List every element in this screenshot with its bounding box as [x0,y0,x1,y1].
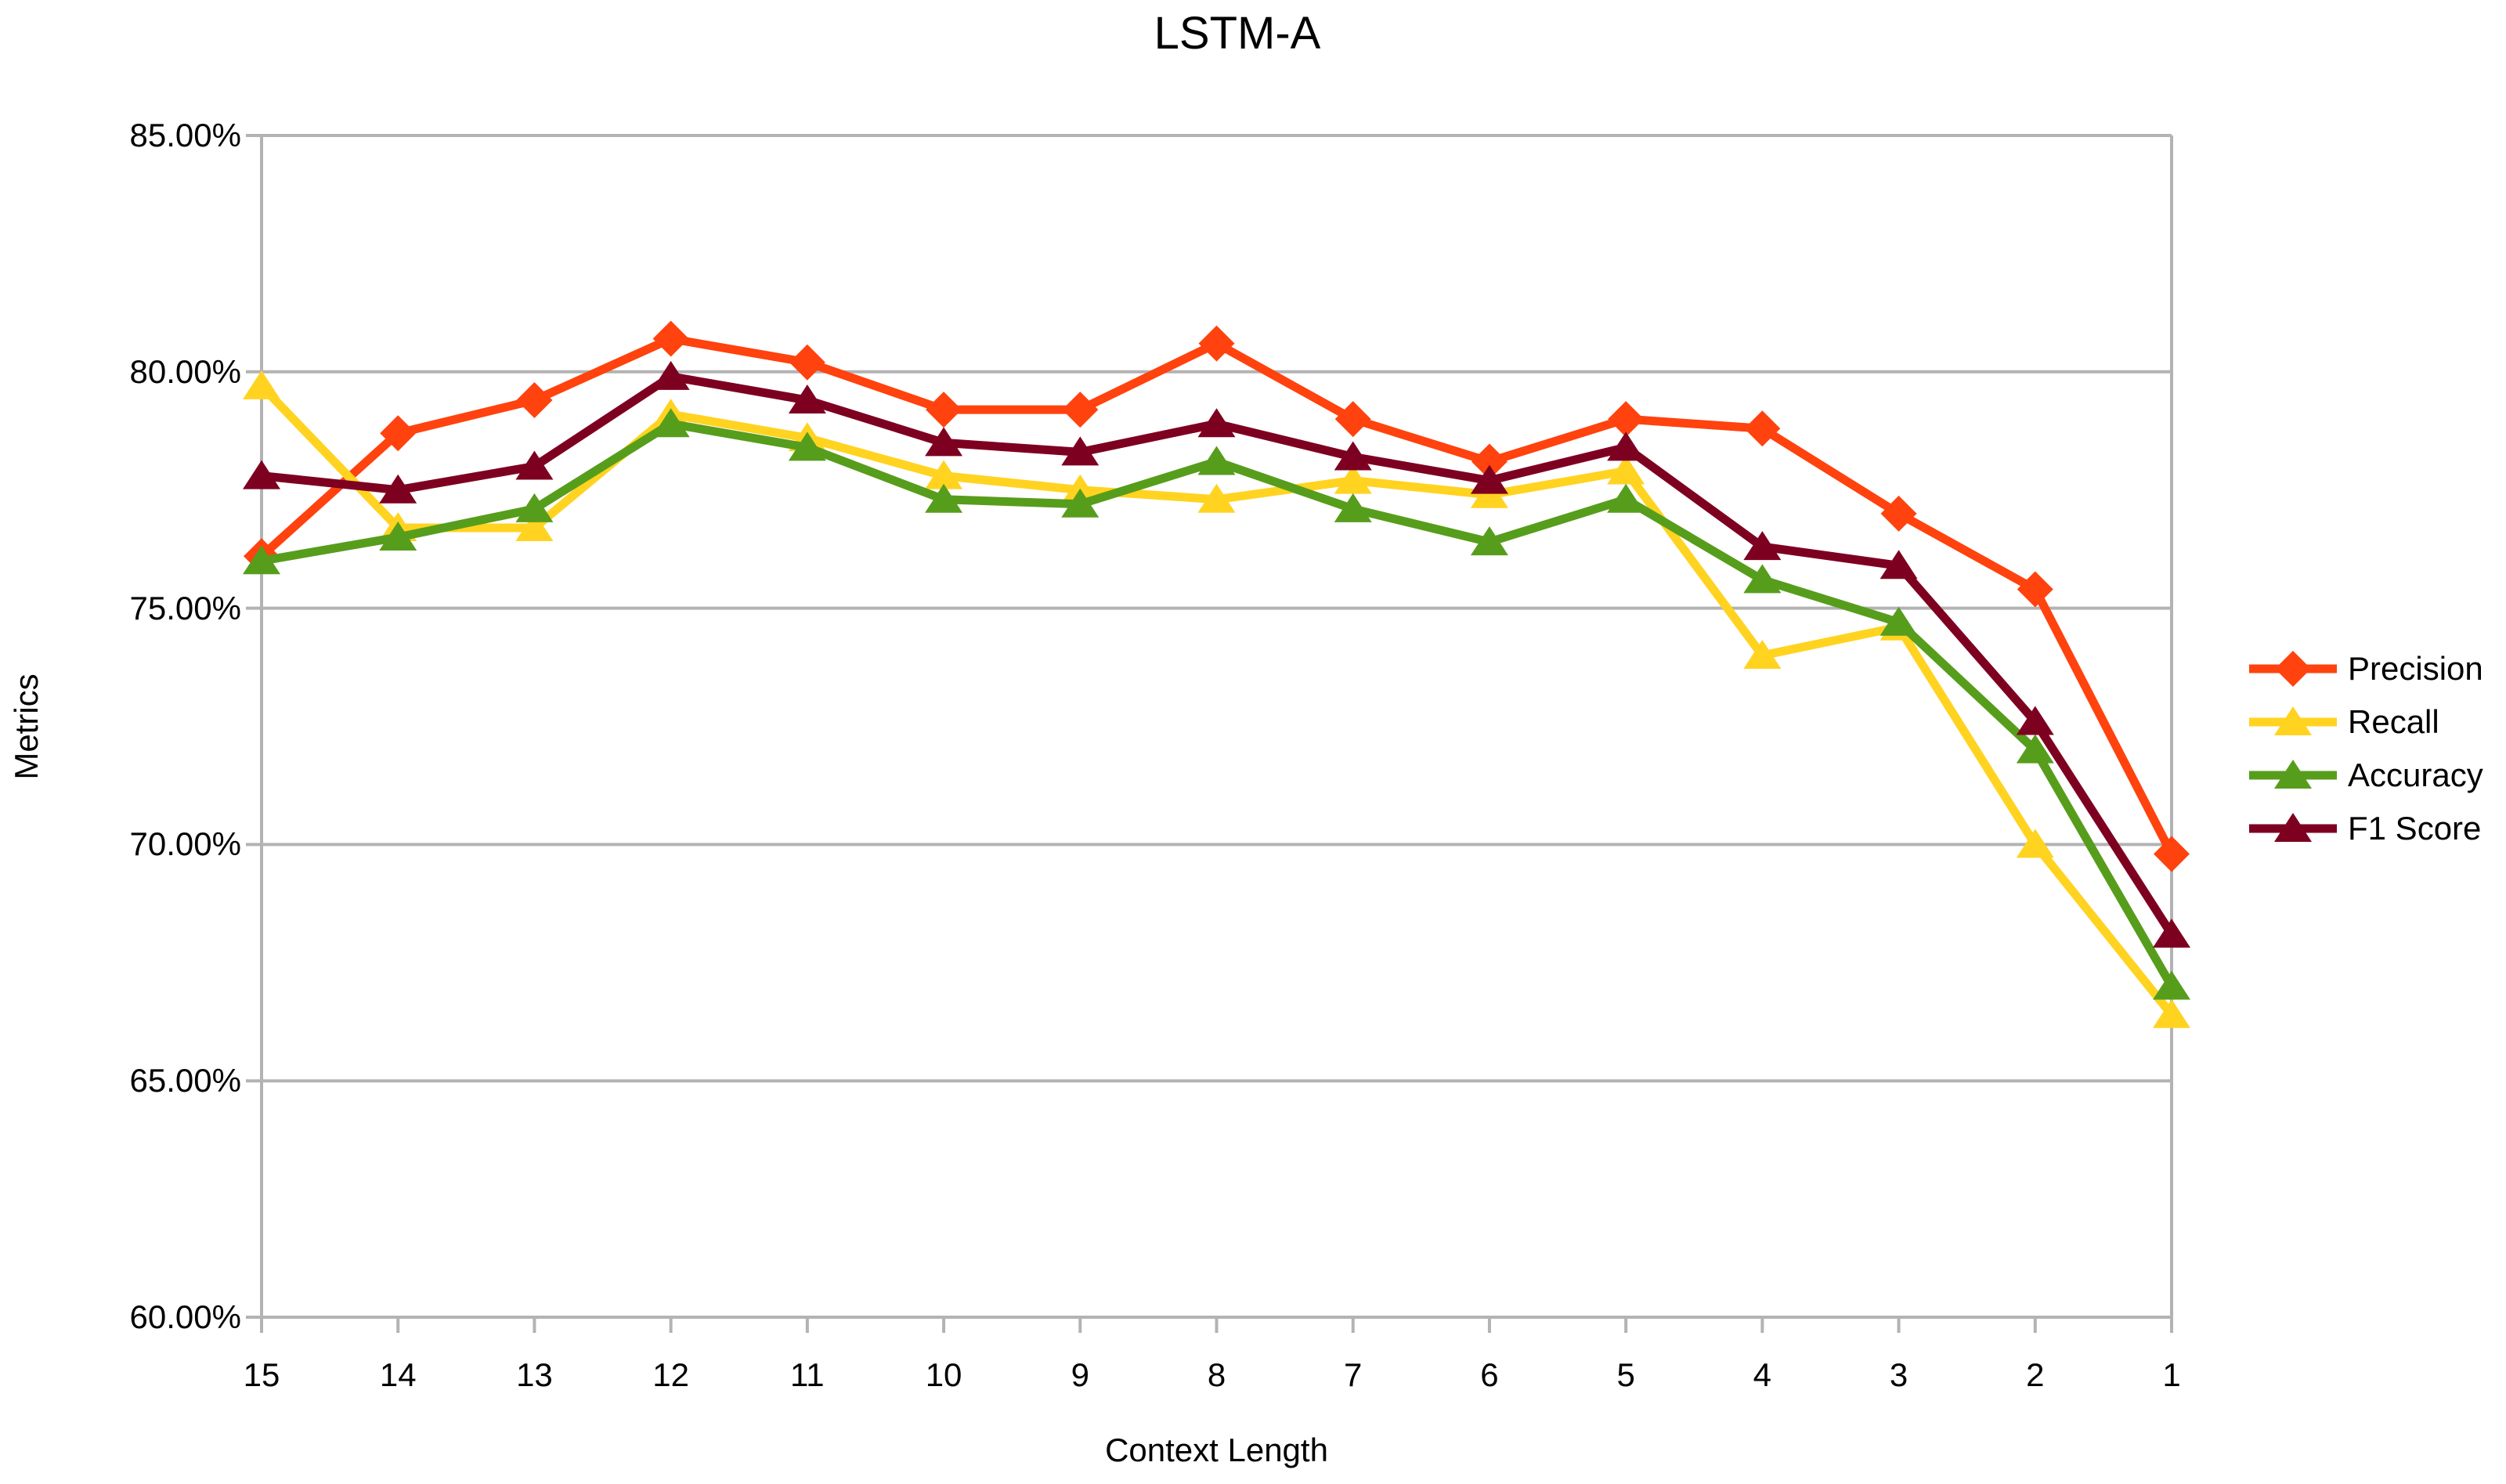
data-point-marker [515,450,554,480]
data-point-marker [652,320,689,357]
x-axis-tick-label: 9 [1071,1356,1089,1393]
series-line [258,383,2176,1018]
data-point-marker [243,545,280,575]
data-point-marker [380,415,417,452]
data-point-marker [2153,998,2190,1028]
y-axis-tick-label: 75.00% [129,589,241,626]
data-point-marker [1470,464,1508,494]
y-axis-tick-label: 80.00% [129,352,241,390]
series-f1-score [243,360,2190,948]
data-point-marker [1197,446,1236,475]
data-point-marker [1334,493,1372,522]
x-axis-tick-label: 3 [1889,1356,1908,1393]
data-point-marker [1607,483,1645,513]
chart-title: LSTM-A [1154,8,1321,59]
data-point-marker [1334,464,1372,494]
accuracy-line-marker-icon [2249,756,2337,794]
y-axis-tick-label: 85.00% [129,117,241,153]
data-point-marker [1743,564,1782,594]
legend-label: Recall [2348,703,2439,740]
x-axis-tick-label: 4 [1753,1356,1772,1393]
data-point-marker [1607,455,1645,485]
data-point-marker [1197,483,1236,513]
data-point-marker [516,382,553,419]
legend-item-recall: Recall [2249,695,2483,749]
precision-line-marker-icon [2249,650,2337,688]
x-axis-tick-label: 5 [1616,1356,1635,1393]
data-point-marker [1470,526,1508,556]
data-point-marker [2154,836,2190,872]
legend-label: Accuracy [2348,756,2483,793]
data-point-marker [925,460,963,489]
x-axis-tick-label: 6 [1480,1356,1499,1393]
x-axis-tick-label: 14 [379,1356,417,1393]
x-axis-tick-label: 8 [1207,1356,1226,1393]
data-point-marker [379,522,417,551]
legend-label: F1 Score [2348,810,2482,847]
x-axis-tick-label: 13 [516,1356,553,1393]
data-point-marker [652,360,690,390]
data-point-marker [1061,436,1100,466]
data-point-marker [1607,431,1645,461]
y-axis-tick-label: 65.00% [129,1062,241,1099]
data-point-marker [515,493,554,522]
data-point-marker [1334,441,1372,471]
data-point-marker [1743,531,1782,561]
data-point-marker [925,483,963,513]
data-point-marker [243,460,280,489]
data-point-marker [1880,606,1918,636]
data-point-marker [1743,639,1782,669]
data-point-marker [515,511,554,541]
x-axis-tick-label: 11 [790,1356,825,1393]
y-axis-tick-label: 70.00% [129,825,241,863]
data-point-marker [1880,495,1917,532]
data-point-marker [2016,706,2054,735]
data-point-marker [2153,970,2190,1000]
x-axis-tick-label: 10 [925,1356,962,1393]
data-point-marker [789,344,825,381]
x-axis-tick-label: 1 [2162,1356,2181,1393]
data-point-marker [1880,550,1918,580]
x-axis-title: Context Length [1105,1432,1328,1468]
data-point-marker [1062,392,1099,428]
x-axis-tick-label: 2 [2026,1356,2045,1393]
series-accuracy [243,408,2190,1000]
data-point-marker [1198,325,1235,362]
x-axis-tick-label: 7 [1344,1356,1363,1393]
legend-item-precision: Precision [2249,642,2483,695]
y-axis-title: Metrics [8,673,45,780]
data-point-marker [1061,488,1100,518]
legend-label: Precision [2348,650,2483,687]
data-point-marker [1744,410,1781,447]
data-point-marker [1334,401,1371,438]
recall-line-marker-icon [2249,703,2337,741]
x-axis-tick-label: 15 [243,1356,280,1393]
data-point-marker [788,431,826,461]
data-point-marker [1197,408,1236,438]
data-point-marker [788,385,826,414]
data-point-marker [926,392,962,428]
legend: Precision Recall Accuracy F1 Score [2249,642,2483,855]
data-point-marker [243,370,280,399]
x-axis-tick-label: 12 [652,1356,689,1393]
legend-item-accuracy: Accuracy [2249,749,2483,802]
series-precision [244,320,2190,872]
data-point-marker [2153,919,2190,948]
data-point-marker [2016,734,2054,764]
y-axis-tick-label: 60.00% [129,1298,241,1335]
data-point-marker [1608,401,1645,438]
data-point-marker [2017,571,2053,608]
data-point-marker [1471,443,1508,480]
data-point-marker [925,427,963,457]
f1-line-marker-icon [2249,810,2337,847]
data-point-marker [652,408,690,438]
data-point-marker [379,474,417,504]
legend-item-f1: F1 Score [2249,802,2483,855]
data-point-marker [2016,829,2054,858]
